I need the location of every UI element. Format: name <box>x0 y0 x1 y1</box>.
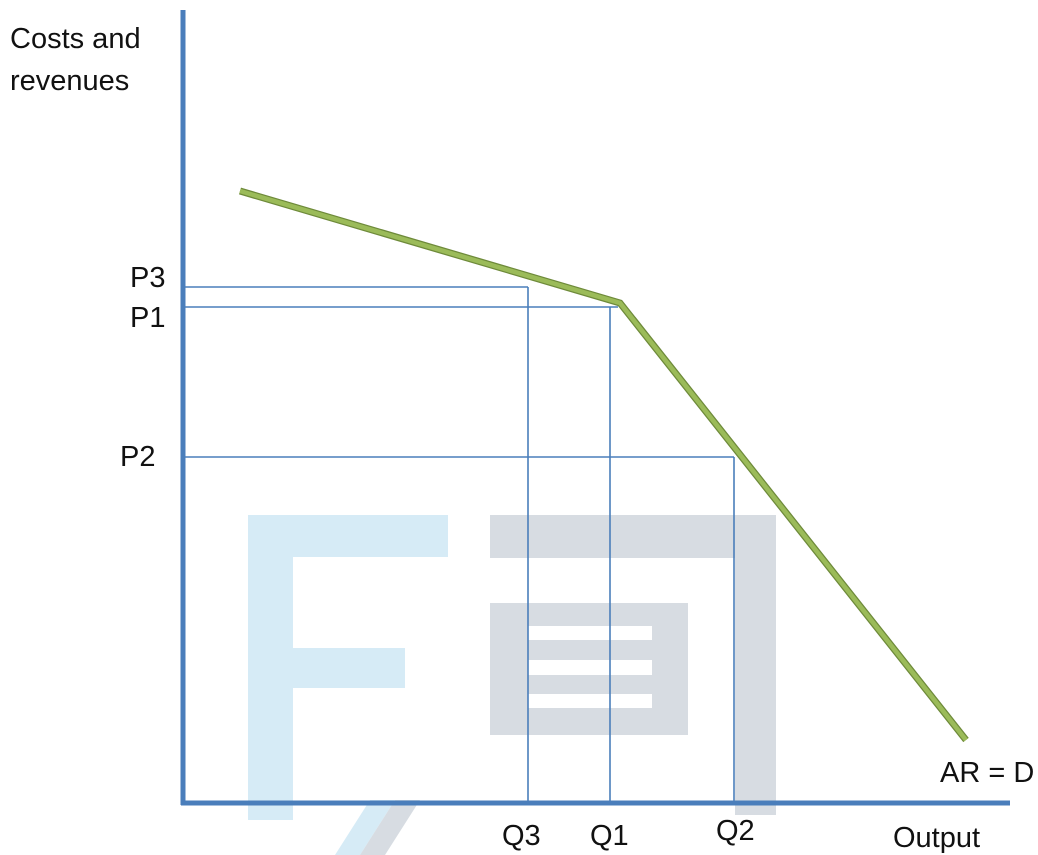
quantity-label-q3: Q3 <box>502 820 541 852</box>
y-axis-label-line2: revenues <box>10 65 129 97</box>
guide-lines <box>185 286 735 803</box>
watermark-logo <box>248 515 776 855</box>
quantity-label-q1: Q1 <box>590 820 629 852</box>
x-axis-label: Output <box>893 822 980 854</box>
price-label-p1: P1 <box>130 302 165 334</box>
quantity-label-q2: Q2 <box>716 815 755 847</box>
price-label-p3: P3 <box>130 262 165 294</box>
demand-curve <box>239 188 968 742</box>
y-axis-label-line1: Costs and <box>10 23 141 55</box>
price-label-p2: P2 <box>120 441 155 473</box>
curve-label: AR = D <box>940 757 1034 789</box>
